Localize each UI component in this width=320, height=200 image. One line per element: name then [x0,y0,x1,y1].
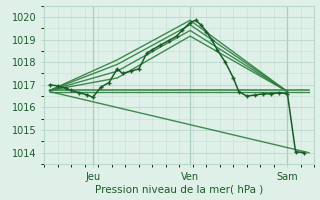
X-axis label: Pression niveau de la mer( hPa ): Pression niveau de la mer( hPa ) [95,184,263,194]
